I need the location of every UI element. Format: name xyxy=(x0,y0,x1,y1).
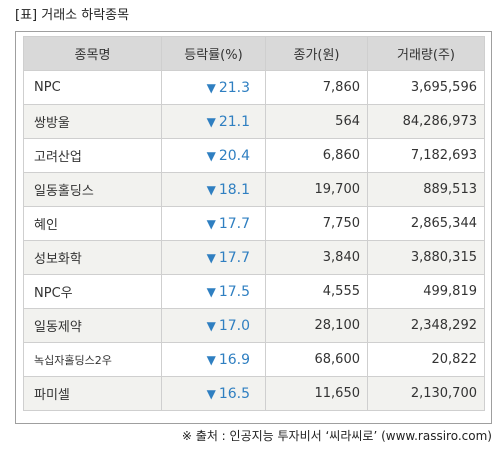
change-cell: ▼ 18.1 xyxy=(161,172,266,207)
down-arrow-icon: ▼ xyxy=(206,114,216,129)
stock-name: 고려산업 xyxy=(23,138,162,173)
change-cell: ▼ 17.0 xyxy=(161,308,266,343)
down-arrow-icon: ▼ xyxy=(206,80,216,95)
change-cell: ▼ 17.5 xyxy=(161,274,266,309)
column-header-volume: 거래량(주) xyxy=(367,36,485,71)
down-arrow-icon: ▼ xyxy=(206,250,216,265)
table-row: NPC ▼ 21.3 7,860 3,695,596 xyxy=(23,70,485,105)
change-rate: 17.5 xyxy=(218,283,250,300)
change-rate: 21.1 xyxy=(218,113,250,130)
change-rate: 21.3 xyxy=(218,79,250,96)
close-price: 564 xyxy=(265,104,368,139)
stock-name: 일동제약 xyxy=(23,308,162,343)
change-cell: ▼ 16.9 xyxy=(161,342,266,377)
change-rate: 16.9 xyxy=(218,351,250,368)
change-cell: ▼ 21.1 xyxy=(161,104,266,139)
close-price: 4,555 xyxy=(265,274,368,309)
close-price: 7,750 xyxy=(265,206,368,241)
volume: 84,286,973 xyxy=(367,104,485,139)
table-row: 혜인 ▼ 17.7 7,750 2,865,344 xyxy=(23,206,485,241)
volume: 499,819 xyxy=(367,274,485,309)
table-row: 파미셀 ▼ 16.5 11,650 2,130,700 xyxy=(23,376,485,411)
table-row: 성보화학 ▼ 17.7 3,840 3,880,315 xyxy=(23,240,485,275)
close-price: 28,100 xyxy=(265,308,368,343)
table-header-row: 종목명 등락률(%) 종가(원) 거래량(주) xyxy=(23,36,485,71)
down-arrow-icon: ▼ xyxy=(206,148,216,163)
change-cell: ▼ 16.5 xyxy=(161,376,266,411)
change-rate: 16.5 xyxy=(218,385,250,402)
stock-name: 쌍방울 xyxy=(23,104,162,139)
table-row: 일동제약 ▼ 17.0 28,100 2,348,292 xyxy=(23,308,485,343)
stock-name: 성보화학 xyxy=(23,240,162,275)
close-price: 68,600 xyxy=(265,342,368,377)
volume: 20,822 xyxy=(367,342,485,377)
table-row: NPC우 ▼ 17.5 4,555 499,819 xyxy=(23,274,485,309)
volume: 3,695,596 xyxy=(367,70,485,105)
volume: 889,513 xyxy=(367,172,485,207)
change-rate: 17.0 xyxy=(218,317,250,334)
volume: 2,130,700 xyxy=(367,376,485,411)
close-price: 6,860 xyxy=(265,138,368,173)
close-price: 19,700 xyxy=(265,172,368,207)
volume: 2,348,292 xyxy=(367,308,485,343)
down-arrow-icon: ▼ xyxy=(206,318,216,333)
table-row: 고려산업 ▼ 20.4 6,860 7,182,693 xyxy=(23,138,485,173)
change-rate: 20.4 xyxy=(218,147,250,164)
source-note: ※ 출처 : 인공지능 투자비서 ‘씨라씨로’ (www.rassiro.com… xyxy=(181,429,492,443)
table-row: 일동홀딩스 ▼ 18.1 19,700 889,513 xyxy=(23,172,485,207)
column-header-name: 종목명 xyxy=(23,36,162,71)
column-header-change: 등락률(%) xyxy=(161,36,266,71)
stock-name: 파미셀 xyxy=(23,376,162,411)
change-rate: 17.7 xyxy=(218,215,250,232)
down-arrow-icon: ▼ xyxy=(206,352,216,367)
stock-name: NPC우 xyxy=(23,274,162,309)
volume: 7,182,693 xyxy=(367,138,485,173)
down-arrow-icon: ▼ xyxy=(206,386,216,401)
volume: 3,880,315 xyxy=(367,240,485,275)
change-cell: ▼ 17.7 xyxy=(161,240,266,275)
table-row: 녹십자홀딩스2우 ▼ 16.9 68,600 20,822 xyxy=(23,342,485,377)
down-arrow-icon: ▼ xyxy=(206,182,216,197)
falling-stocks-table: 종목명 등락률(%) 종가(원) 거래량(주) NPC ▼ 21.3 7,860 … xyxy=(23,36,485,411)
change-cell: ▼ 21.3 xyxy=(161,70,266,105)
change-cell: ▼ 20.4 xyxy=(161,138,266,173)
down-arrow-icon: ▼ xyxy=(206,216,216,231)
page-title: [표] 거래소 하락종목 xyxy=(15,8,130,23)
change-cell: ▼ 17.7 xyxy=(161,206,266,241)
table-frame: 종목명 등락률(%) 종가(원) 거래량(주) NPC ▼ 21.3 7,860 … xyxy=(15,31,492,424)
stock-name: 일동홀딩스 xyxy=(23,172,162,207)
change-rate: 17.7 xyxy=(218,249,250,266)
change-rate: 18.1 xyxy=(218,181,250,198)
close-price: 7,860 xyxy=(265,70,368,105)
stock-name: 혜인 xyxy=(23,206,162,241)
close-price: 11,650 xyxy=(265,376,368,411)
table-row: 쌍방울 ▼ 21.1 564 84,286,973 xyxy=(23,104,485,139)
volume: 2,865,344 xyxy=(367,206,485,241)
stock-name: 녹십자홀딩스2우 xyxy=(23,342,162,377)
close-price: 3,840 xyxy=(265,240,368,275)
stock-name: NPC xyxy=(23,70,162,105)
down-arrow-icon: ▼ xyxy=(206,284,216,299)
column-header-close: 종가(원) xyxy=(265,36,368,71)
